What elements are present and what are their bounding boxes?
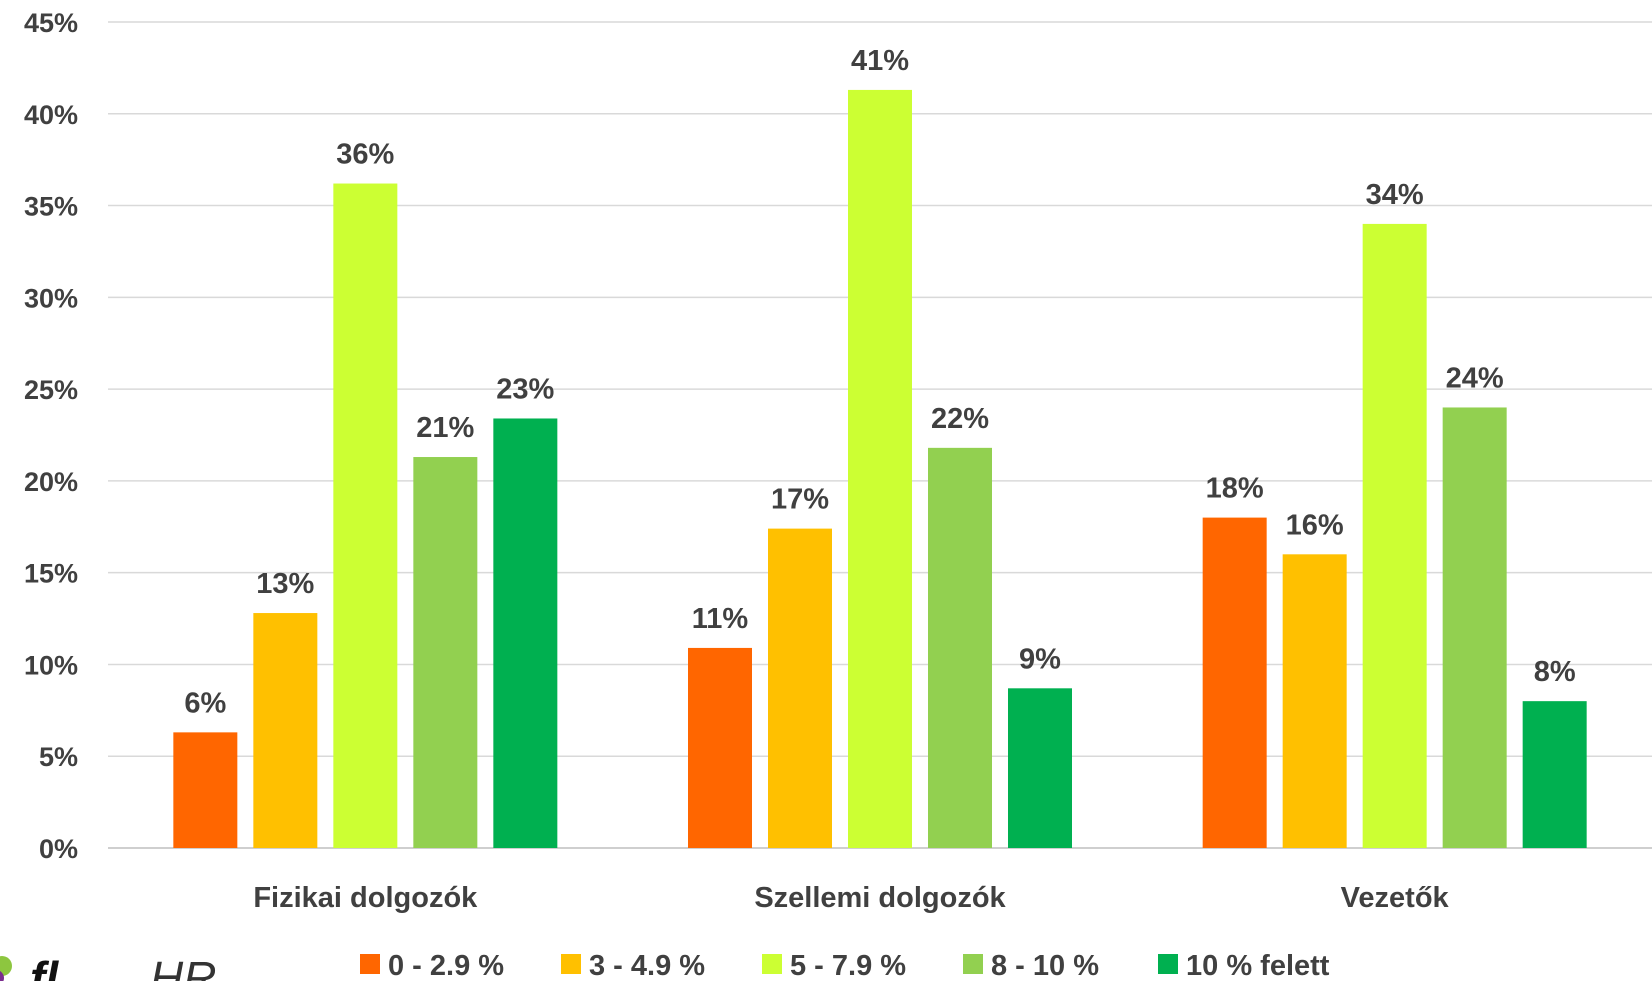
- logo-mark-icon: [0, 956, 12, 976]
- data-label: 23%: [496, 373, 554, 405]
- legend: 0 - 2.9 % 3 - 4.9 % 5 - 7.9 % 8 - 10 % 10 % …: [360, 950, 1330, 981]
- y-tick-label: 20%: [24, 467, 78, 497]
- data-label: 36%: [336, 139, 394, 171]
- legend-swatch-icon: [963, 954, 983, 974]
- bar: [1442, 407, 1507, 848]
- bar: [1362, 223, 1427, 848]
- bar: [173, 732, 238, 848]
- legend-swatch-icon: [1158, 954, 1178, 974]
- y-tick-label: 10%: [24, 650, 78, 680]
- legend-label: 8 - 10 %: [991, 950, 1099, 981]
- logo-mark-accent-icon: [0, 971, 4, 981]
- data-labels: 6% 13% 36% 21% 23% 11% 17% 41% 22% 9% 18% 16% 34% 24%…: [184, 45, 1575, 719]
- bar: [1522, 701, 1587, 848]
- data-label: 11%: [692, 603, 749, 635]
- y-tick-label: 25%: [24, 375, 78, 405]
- legend-swatch-icon: [762, 954, 782, 974]
- data-label: 41%: [851, 45, 909, 77]
- data-label: 22%: [931, 403, 989, 435]
- data-label: 8%: [1534, 656, 1576, 688]
- y-tick-label: 45%: [24, 8, 78, 38]
- data-label: 17%: [771, 484, 829, 516]
- logo-suffix: HR: [150, 952, 216, 981]
- x-category-label: Szellemi dolgozók: [754, 882, 1006, 914]
- legend-label: 5 - 7.9 %: [790, 950, 906, 981]
- bar: [928, 447, 992, 848]
- logo-brand: fl: [30, 952, 59, 981]
- logo: fl HR: [0, 952, 216, 981]
- y-tick-label: 15%: [24, 559, 78, 589]
- legend-label: 0 - 2.9 %: [388, 950, 504, 981]
- y-tick-label: 30%: [24, 283, 78, 313]
- bar: [413, 457, 478, 848]
- legend-label: 3 - 4.9 %: [589, 950, 705, 981]
- data-label: 16%: [1286, 509, 1344, 541]
- data-label: 6%: [184, 687, 226, 719]
- x-axis: Fizikai dolgozók Szellemi dolgozók Vezetők: [253, 882, 1449, 914]
- bar: [333, 183, 398, 849]
- x-category-label: Fizikai dolgozók: [253, 882, 478, 914]
- y-tick-label: 0%: [39, 834, 78, 864]
- bar: [1008, 688, 1072, 848]
- bar: [848, 89, 912, 849]
- y-tick-label: 40%: [24, 100, 78, 130]
- legend-label: 10 % felett: [1186, 950, 1330, 981]
- y-tick-label: 5%: [39, 742, 78, 772]
- legend-swatch-icon: [561, 954, 581, 974]
- x-category-label: Vezetők: [1341, 882, 1450, 914]
- data-label: 18%: [1206, 473, 1264, 505]
- data-label: 24%: [1446, 362, 1504, 394]
- data-label: 34%: [1366, 179, 1424, 211]
- data-label: 13%: [256, 568, 314, 600]
- legend-swatch-icon: [360, 954, 380, 974]
- bar: [768, 528, 832, 848]
- bar: [493, 418, 558, 848]
- y-axis: 0% 5% 10% 15% 20% 25% 30% 35% 40% 45%: [24, 8, 78, 864]
- bar: [688, 647, 752, 848]
- bars: [173, 89, 1587, 849]
- data-label: 9%: [1019, 643, 1061, 675]
- bar: [1282, 554, 1347, 848]
- data-label: 21%: [416, 412, 474, 444]
- bar: [253, 613, 318, 848]
- bar: [1202, 517, 1267, 848]
- y-tick-label: 35%: [24, 192, 78, 222]
